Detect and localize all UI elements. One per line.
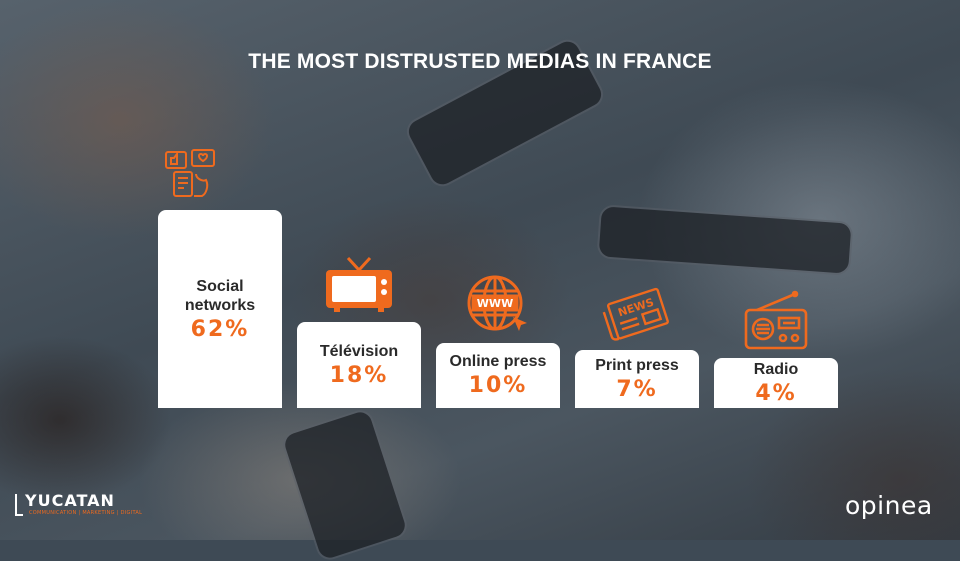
bar-print-press: Print press 7% (575, 350, 699, 408)
bar-label-line: Print press (595, 357, 679, 375)
yucatan-logo-tagline: COMMUNICATION | MARKETING | DIGITAL (29, 510, 143, 516)
bar-label: Télévision (320, 342, 398, 361)
social-media-icon (162, 146, 218, 206)
bar-label-line: Télévision (319, 343, 399, 361)
www-globe-icon: WWW (465, 273, 531, 339)
svg-text:WWW: WWW (477, 297, 513, 310)
bar-online-press: Online press 10% (436, 342, 560, 408)
yucatan-logo-name: YUCATAN (25, 491, 115, 510)
bar-radio: Radio 4% (714, 357, 838, 408)
bar-social-networks: Social networks 62% (158, 210, 282, 408)
bar-value-label: 18% (329, 363, 389, 389)
bar-t-l-vision: Télévision 18% (297, 322, 421, 408)
bar-label-line: networks (184, 296, 256, 314)
page-title: THE MOST DISTRUSTED MEDIAS IN FRANCE (248, 50, 712, 73)
television-icon (324, 254, 394, 318)
bar-label: Radio (754, 360, 798, 379)
logo-bracket (15, 494, 23, 516)
bar-label-line: Online press (449, 353, 547, 371)
bar-value-label: 7% (616, 377, 658, 403)
bar-value-label: 10% (468, 373, 528, 399)
bar-label: Print press (595, 356, 679, 375)
bar-label: Online press (450, 352, 547, 371)
bar-value-label: 4% (755, 380, 797, 406)
bar-label-line: Social (196, 277, 244, 295)
newspaper-icon: NEWS (602, 286, 672, 346)
opinea-logo: opinea (845, 491, 933, 520)
bar-label: Social networks (185, 277, 255, 315)
bar-label-line: Radio (753, 360, 799, 378)
bar-value-label: 62% (190, 316, 250, 342)
yucatan-logo: YUCATAN COMMUNICATION | MARKETING | DIGI… (15, 492, 142, 516)
radio-icon (743, 290, 809, 354)
